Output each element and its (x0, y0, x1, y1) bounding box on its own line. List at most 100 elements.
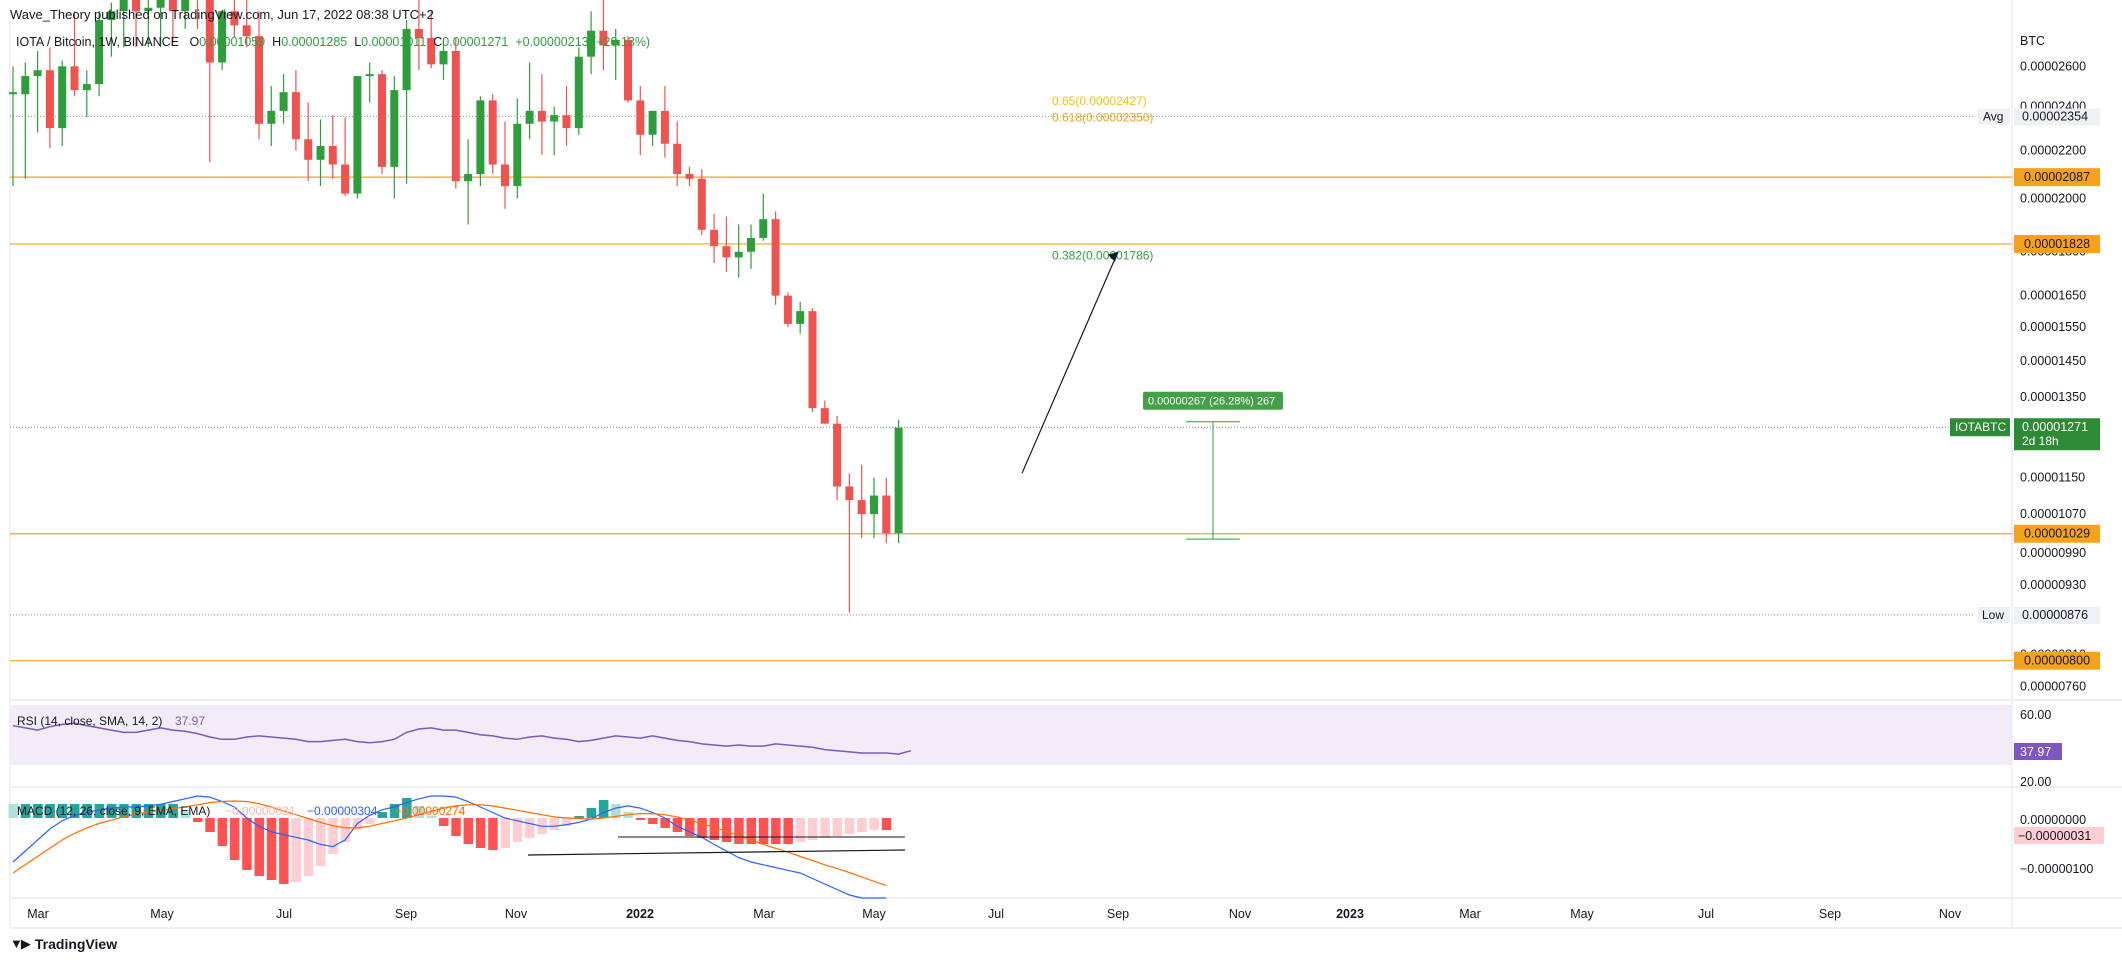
candle-body (58, 66, 67, 129)
candle-body (353, 76, 362, 194)
macd-histogram-bar (266, 818, 277, 880)
ohlc-close: 0.00001271 (442, 35, 509, 49)
candle-body (279, 92, 288, 111)
time-tick-label: 2022 (626, 907, 654, 921)
candle-body (599, 30, 608, 46)
candle-body (439, 51, 448, 65)
ohlc-change: +0.00000213 (+20.13%) (515, 35, 651, 49)
candle-body (414, 28, 423, 39)
macd-histogram-bar (758, 818, 769, 844)
candle-body (783, 295, 792, 324)
macd-histogram-bar (291, 818, 301, 882)
candle-body (132, 0, 140, 12)
price-tick-label: 0.00000760 (2020, 680, 2086, 694)
candle-body (33, 70, 42, 77)
time-tick-label: Nov (1939, 907, 1962, 921)
candle-body (304, 139, 313, 160)
macd-histogram-bar (648, 818, 658, 824)
rsi-tick-label: 20.00 (2020, 775, 2051, 789)
time-tick-label: Sep (1819, 907, 1841, 921)
candle-body (95, 20, 104, 85)
macd-histogram-bar (562, 818, 572, 826)
candle-body (624, 39, 632, 101)
candle-body (70, 66, 79, 91)
macd-histogram-bar (635, 818, 646, 820)
macd-histogram-bar (475, 818, 486, 848)
macd-histogram-bar (488, 818, 498, 850)
candle-body (365, 74, 374, 77)
candle-body (82, 84, 91, 91)
macd-histogram-bar (783, 818, 793, 844)
macd-histogram-bar (451, 818, 461, 836)
macd-histogram-bar (217, 818, 228, 846)
macd-histogram-bar (598, 800, 609, 818)
macd-histogram-bar (672, 818, 683, 832)
macd-histogram-bar (106, 804, 117, 818)
macd-histogram-bar (402, 798, 412, 818)
level-price-text: 0.00001029 (2024, 527, 2090, 541)
candle-body (562, 115, 571, 129)
macd-histogram-bar (574, 816, 584, 818)
macd-histogram-value: −0.00000031 (225, 804, 296, 818)
time-tick-label: Mar (27, 907, 49, 921)
level-price-tag (2014, 524, 2100, 543)
time-tick-label: Nov (1229, 907, 1252, 921)
time-tick-label: May (862, 907, 886, 921)
macd-line-value: −0.00000304 (307, 804, 378, 818)
ohlc-low: 0.00001011 (361, 35, 427, 49)
candle-body (734, 251, 743, 258)
candle-body (316, 145, 325, 160)
candle-body (882, 495, 891, 534)
macd-histogram-bar (193, 818, 203, 822)
tradingview-logo: ▼▶ TradingView (10, 936, 117, 952)
macd-histogram-bar (33, 804, 43, 818)
macd-histogram-bar (721, 818, 732, 842)
candle-body (451, 51, 460, 182)
macd-histogram-bar (57, 804, 68, 818)
rsi-value-tag (2014, 743, 2062, 760)
macd-histogram-bar (808, 818, 818, 840)
level-price-tag (2014, 234, 2100, 253)
macd-histogram-bar (820, 818, 830, 838)
candle-body (476, 100, 485, 175)
macd-histogram-bar (660, 818, 670, 828)
macd-histogram-bar (697, 818, 707, 838)
macd-histogram-bar (795, 818, 806, 842)
macd-histogram-bar (279, 818, 289, 884)
symbol-label: IOTABTC (1955, 420, 2006, 434)
rsi-title: RSI (14, close, SMA, 14, 2) (17, 714, 162, 728)
macd-histogram-bar (168, 804, 178, 818)
candle-body (722, 246, 731, 258)
macd-histogram-bar (365, 818, 375, 824)
time-tick-label: Mar (753, 907, 775, 921)
candle-body (218, 11, 227, 63)
low-price-text: 0.00000876 (2022, 608, 2088, 622)
candle-body (168, 0, 177, 12)
macd-histogram-bar (389, 804, 400, 818)
candle-body (341, 164, 350, 194)
candle-body (144, 7, 153, 12)
macd-histogram-bar (844, 818, 855, 834)
candle-body (267, 110, 276, 124)
macd-histogram-bar (45, 804, 55, 818)
candle-body (697, 178, 706, 230)
macd-histogram-bar (463, 818, 474, 844)
macd-value-text: −0.00000031 (2018, 829, 2091, 843)
macd-histogram-bar (119, 804, 129, 818)
candle-body (611, 39, 620, 46)
time-tick-label: May (1570, 907, 1594, 921)
macd-histogram-bar (685, 818, 695, 836)
level-price-text: 0.00002087 (2024, 170, 2090, 184)
macd-histogram-bar (143, 804, 154, 818)
macd-histogram-bar (771, 818, 781, 844)
fib-level-label: 0.382(0.00001786) (1052, 249, 1153, 263)
macd-histogram-bar (303, 818, 314, 876)
candle-body (808, 311, 817, 409)
low-label: Low (1982, 608, 2004, 622)
macd-histogram-bar (156, 804, 166, 818)
price-tick-label: 0.00001070 (2020, 507, 2086, 521)
fib-level-label: 0.65(0.00002427) (1052, 94, 1147, 108)
candle-body (685, 174, 694, 179)
macd-histogram-bar (611, 804, 621, 818)
